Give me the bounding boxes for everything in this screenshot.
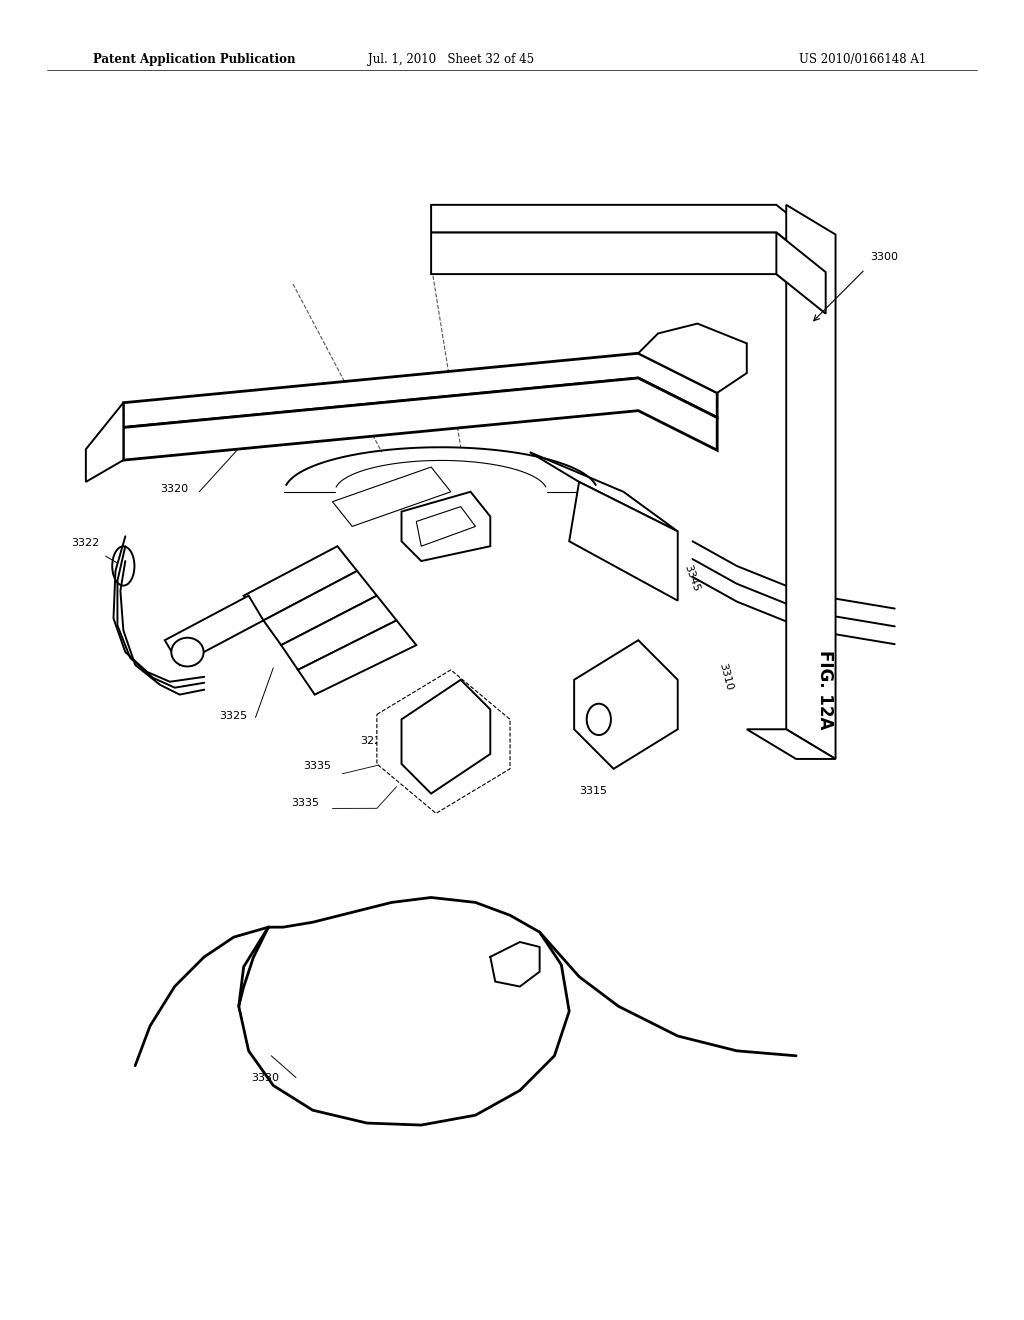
Polygon shape xyxy=(263,572,377,645)
Polygon shape xyxy=(165,595,263,665)
Text: 3335: 3335 xyxy=(291,799,319,808)
Text: 3325: 3325 xyxy=(219,711,247,721)
Polygon shape xyxy=(123,354,717,428)
Polygon shape xyxy=(529,453,678,532)
Polygon shape xyxy=(282,595,396,669)
Polygon shape xyxy=(377,669,510,813)
Polygon shape xyxy=(401,680,490,793)
Polygon shape xyxy=(786,205,836,759)
Polygon shape xyxy=(244,546,357,620)
Polygon shape xyxy=(431,232,825,314)
Polygon shape xyxy=(298,620,417,694)
Polygon shape xyxy=(574,640,678,768)
Polygon shape xyxy=(569,482,678,601)
Polygon shape xyxy=(776,232,825,314)
Polygon shape xyxy=(401,492,490,561)
Text: 3310: 3310 xyxy=(717,663,734,692)
Polygon shape xyxy=(746,729,836,759)
Text: 3300: 3300 xyxy=(870,252,898,263)
Polygon shape xyxy=(123,378,717,461)
Text: FIG. 12A: FIG. 12A xyxy=(816,649,834,730)
Polygon shape xyxy=(431,205,825,272)
Polygon shape xyxy=(333,467,451,527)
Text: 3225: 3225 xyxy=(360,737,388,746)
Polygon shape xyxy=(86,403,123,482)
Text: 3330: 3330 xyxy=(252,1073,280,1082)
Ellipse shape xyxy=(171,638,204,667)
Polygon shape xyxy=(417,507,475,546)
Text: 3315: 3315 xyxy=(580,785,607,796)
Text: Jul. 1, 2010   Sheet 32 of 45: Jul. 1, 2010 Sheet 32 of 45 xyxy=(369,53,535,66)
Polygon shape xyxy=(638,323,746,393)
Text: Patent Application Publication: Patent Application Publication xyxy=(93,53,295,66)
Text: 3335: 3335 xyxy=(303,760,331,771)
Text: 3345: 3345 xyxy=(683,562,701,593)
Text: 3322: 3322 xyxy=(71,539,99,548)
Text: 3320: 3320 xyxy=(160,484,188,494)
Text: US 2010/0166148 A1: US 2010/0166148 A1 xyxy=(799,53,926,66)
